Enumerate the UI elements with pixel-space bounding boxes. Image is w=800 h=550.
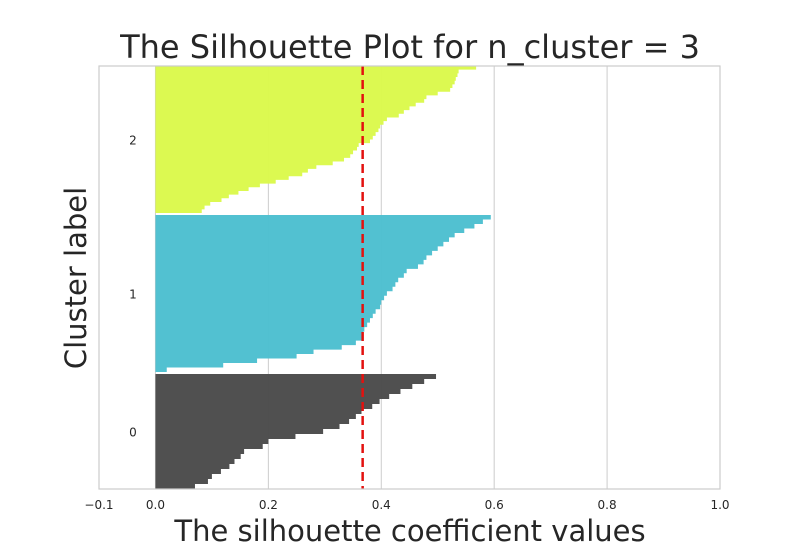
cluster-label-2: 2 (129, 134, 137, 148)
x-tick-label: 0.0 (146, 498, 165, 512)
y-tick-labels: 0 1 2 (129, 134, 137, 440)
x-tick-label: 0.8 (598, 498, 617, 512)
silhouette-bars (155, 66, 491, 489)
x-tick-label: 1.0 (710, 498, 729, 512)
plot-frame (98, 65, 721, 490)
x-tick-label: 0.2 (259, 498, 278, 512)
silhouette-cluster-2 (155, 66, 477, 213)
x-tick-label: 0.6 (485, 498, 504, 512)
silhouette-cluster-1 (155, 215, 491, 372)
y-axis-label: Cluster label (59, 187, 93, 369)
x-tick-labels: −0.1 0.0 0.2 0.4 0.6 0.8 1.0 (84, 498, 729, 512)
silhouette-cluster-0 (155, 374, 437, 489)
chart-title: The Silhouette Plot for n_cluster = 3 (119, 28, 700, 66)
cluster-label-0: 0 (129, 426, 137, 440)
x-tick-label: −0.1 (84, 498, 113, 512)
x-axis-label: The silhouette coefficient values (173, 514, 645, 548)
cluster-label-1: 1 (129, 288, 137, 302)
x-tick-label: 0.4 (372, 498, 391, 512)
